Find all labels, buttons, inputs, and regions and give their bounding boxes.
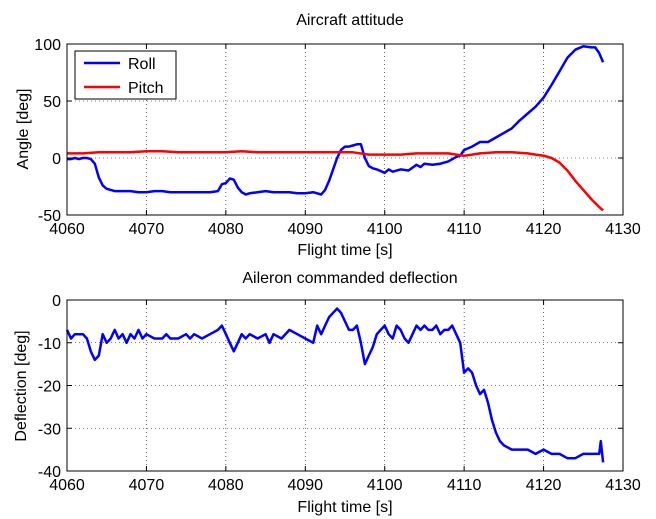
aileron-chart: Aileron commanded deflection 4060 4070 408…: [13, 270, 641, 516]
aileron-xtick-label: 4090: [287, 477, 323, 494]
aileron-ytick-label: -30: [38, 421, 61, 438]
aileron-xtick-label: 4120: [526, 477, 562, 494]
aileron-xtick-label: 4100: [367, 477, 403, 494]
attitude-y-axis-label: Angle [deg]: [15, 89, 32, 170]
aileron-xtick-label: 4130: [605, 477, 641, 494]
aileron-ytick-label: -20: [38, 379, 61, 396]
attitude-ytick-label: 100: [34, 37, 61, 54]
attitude-series-layer: [67, 45, 605, 212]
attitude-legend: Roll Pitch: [74, 50, 177, 100]
aileron-y-axis-label: Deflection [deg]: [13, 330, 30, 441]
legend-pitch-label: Pitch: [128, 80, 164, 97]
attitude-xtick-label: 4120: [526, 221, 562, 238]
attitude-roll-line: [67, 45, 605, 196]
aileron-ytick-label: 0: [52, 293, 61, 310]
attitude-x-axis-label: Flight time [s]: [297, 242, 392, 259]
attitude-xtick-label: 4060: [49, 221, 85, 238]
attitude-xtick-label: 4090: [287, 221, 323, 238]
attitude-xtick-label: 4100: [367, 221, 403, 238]
attitude-ytick-label: -50: [38, 208, 61, 225]
attitude-plot-frame: [66, 43, 624, 216]
attitude-xtick-label: 4110: [447, 221, 482, 238]
attitude-ytick-label: 0: [52, 151, 61, 168]
aileron-x-axis-label: Flight time [s]: [297, 499, 392, 516]
legend-box: [74, 50, 177, 100]
aileron-xtick-label: 4070: [129, 477, 165, 494]
attitude-chart: Aircraft attitude 4060 4070 4080 4090 4100 41…: [15, 12, 641, 259]
aileron-series-0-line: [65, 307, 605, 463]
aileron-series-layer: [65, 307, 605, 463]
attitude-xtick-label: 4070: [129, 221, 165, 238]
aileron-xtick-label: 4060: [49, 477, 85, 494]
aileron-ytick-label: -10: [38, 336, 61, 353]
aileron-chart-title: Aileron commanded deflection: [242, 270, 457, 287]
aileron-xtick-label: 4080: [208, 477, 244, 494]
attitude-chart-title: Aircraft attitude: [296, 12, 404, 29]
aileron-xtick-label: 4110: [447, 477, 482, 494]
attitude-xtick-label: 4080: [208, 221, 244, 238]
attitude-ticks: 4060 4070 4080 4090 4100 4110 4120 4130 -50 0 50 10…: [34, 37, 641, 238]
aileron-ticks: 4060 4070 4080 4090 4100 4110 4120 4130 -40 -30 -2…: [38, 293, 641, 494]
aileron-ytick-label: -40: [38, 464, 61, 481]
attitude-pitch-line: [67, 149, 604, 212]
attitude-ytick-label: 50: [43, 94, 61, 111]
legend-roll-label: Roll: [128, 56, 156, 73]
attitude-xtick-label: 4130: [605, 221, 641, 238]
